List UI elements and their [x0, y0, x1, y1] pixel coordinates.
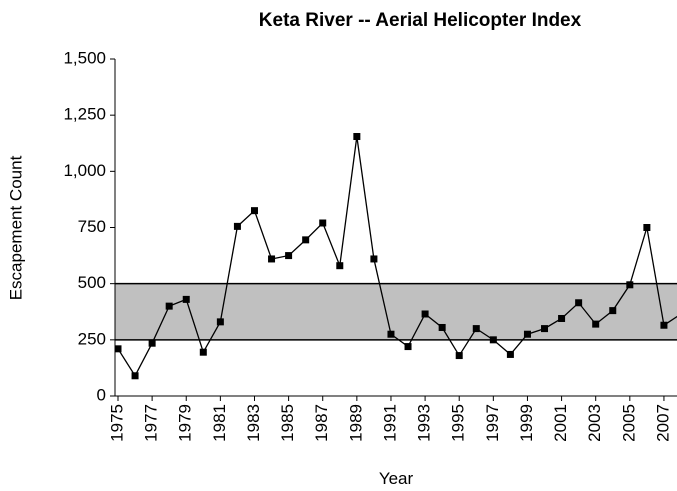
x-tick-label: 1987 [312, 404, 331, 442]
data-point [182, 295, 190, 303]
data-point [387, 330, 395, 338]
y-tick-label: 0 [97, 385, 106, 404]
x-tick-label: 1977 [142, 404, 161, 442]
data-point [592, 320, 600, 328]
x-tick-label: 2003 [585, 404, 604, 442]
x-tick-label: 1989 [346, 404, 365, 442]
data-point [353, 133, 361, 141]
data-point [660, 321, 668, 329]
y-tick-label: 1,250 [63, 105, 106, 124]
x-tick-label: 1997 [483, 404, 502, 442]
data-point [609, 307, 617, 315]
data-point [506, 350, 514, 358]
data-point [626, 281, 634, 289]
data-point [216, 318, 224, 326]
series-line [117, 136, 677, 378]
data-point [404, 343, 412, 351]
data-point [643, 224, 651, 231]
x-tick-label: 1993 [415, 404, 434, 442]
x-tick-label: 1999 [517, 404, 536, 442]
data-point [131, 372, 139, 380]
x-tick-label: 2005 [619, 404, 638, 442]
goal-band [115, 283, 677, 340]
x-tick-label: 1995 [449, 404, 468, 442]
data-point [165, 302, 173, 310]
data-point [541, 325, 549, 333]
data-point [558, 314, 566, 322]
data-point [319, 219, 327, 227]
y-tick-label: 750 [78, 217, 106, 236]
data-point [370, 255, 378, 263]
y-axis-label: Escapement Count [6, 155, 25, 300]
x-tick-label: 1979 [176, 404, 195, 442]
y-tick-label: 500 [78, 273, 106, 292]
data-point [421, 310, 429, 318]
x-axis-label: Year [379, 469, 414, 488]
x-tick-label: 1991 [380, 404, 399, 442]
data-point [268, 255, 276, 263]
chart-title: Keta River -- Aerial Helicopter Index [259, 10, 582, 31]
x-tick-label: 1981 [210, 404, 229, 442]
data-point [114, 345, 122, 353]
data-point [575, 299, 583, 307]
data-point [336, 262, 344, 270]
y-tick-label: 250 [78, 329, 106, 348]
data-point [489, 336, 497, 344]
data-point [438, 323, 446, 331]
data-point [250, 207, 258, 215]
x-tick-label: 2001 [551, 404, 570, 442]
data-point [285, 252, 293, 260]
data-point [455, 352, 463, 360]
x-tick-label: 2007 [653, 404, 672, 442]
y-tick-label: 1,500 [63, 48, 106, 67]
data-point [233, 222, 241, 230]
x-tick-label: 1985 [278, 404, 297, 442]
x-tick-label: 1975 [107, 404, 126, 442]
data-point [302, 236, 310, 244]
data-point [148, 339, 156, 347]
data-point [523, 330, 531, 338]
x-tick-label: 1983 [244, 404, 263, 442]
data-point [199, 348, 207, 356]
data-point [472, 325, 480, 333]
y-tick-label: 1,000 [63, 161, 106, 180]
